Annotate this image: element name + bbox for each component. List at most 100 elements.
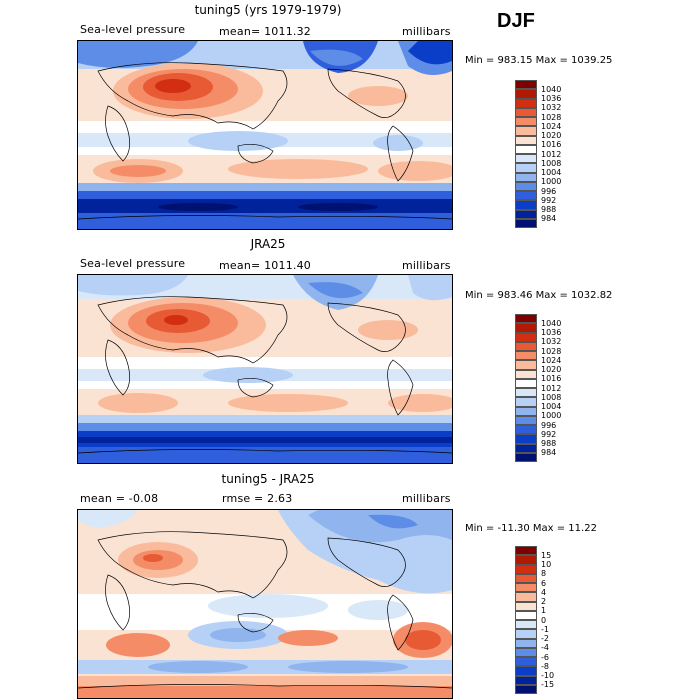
panel2-cb-swatch	[515, 369, 537, 379]
panel3-cb-label: 15	[541, 550, 552, 560]
panel3-cb-label: 2	[541, 597, 547, 606]
panel2-cb-swatch	[515, 332, 537, 342]
panel1-cb-label: 1016	[541, 140, 562, 150]
panel1-map	[77, 40, 453, 230]
panel2-cb-label: 996	[541, 420, 557, 430]
panel1-cb-swatch	[515, 172, 537, 182]
panel3-cb-label: -15	[541, 680, 555, 690]
panel3-cb-label: -8	[541, 661, 549, 671]
panel3-cb-label: 4	[541, 587, 547, 597]
panel2-cb-swatch	[515, 415, 537, 425]
panel3-cb-swatch	[515, 638, 537, 648]
panel2-cb-swatch	[515, 434, 537, 444]
panel1-cb-swatch	[515, 181, 537, 191]
panel2-cb-swatch	[515, 443, 537, 453]
panel3-cb-label: 10	[541, 560, 552, 569]
panel2-minmax: Min = 983.46 Max = 1032.82	[465, 290, 613, 301]
panel2-cb-swatch	[515, 397, 537, 407]
panel3-cb-label: 1	[541, 606, 547, 616]
panel1-cb-label: 1032	[541, 103, 562, 113]
panel1-cb-swatch	[515, 126, 537, 136]
panel3-minmax: Min = -11.30 Max = 11.22	[465, 523, 597, 534]
panel2-units-label: millibars	[402, 259, 451, 272]
panel1-cb-label: 1040	[541, 84, 562, 94]
panel2-cb-label: 1028	[541, 346, 562, 356]
panel1-cb-swatch	[515, 163, 537, 173]
panel2-cb-label: 1036	[541, 328, 562, 337]
panel2-mean-label: mean= 1011.40	[219, 259, 311, 272]
panel3-cb-swatch	[515, 573, 537, 583]
panel2-cb-swatch	[515, 314, 537, 324]
season-label: DJF	[497, 10, 535, 32]
panel3-cb-swatch	[515, 675, 537, 685]
panel1-cb-swatch	[515, 80, 537, 90]
panel3-title: tuning5 - JRA25	[221, 472, 315, 486]
panel1-cb-label: 984	[541, 214, 557, 224]
panel3-cb-swatch	[515, 592, 537, 602]
panel2-cb-swatch	[515, 378, 537, 388]
panel2-cb-swatch	[515, 425, 537, 435]
panel1-cb-swatch	[515, 98, 537, 108]
panel3-mean-label: mean = -0.08	[80, 492, 159, 505]
panel2-map	[77, 274, 453, 464]
panel3-cb-label: -10	[541, 671, 555, 680]
panel3-cb-label: 0	[541, 615, 547, 625]
panel2-cb-label: 988	[541, 439, 557, 448]
panel3-cb-swatch	[515, 555, 537, 565]
panel3-map	[77, 509, 453, 699]
panel3-cb-swatch	[515, 601, 537, 611]
panel3-cb-label: 6	[541, 578, 547, 588]
panel2-cb-label: 1020	[541, 365, 562, 374]
panel3-cb-swatch	[515, 583, 537, 593]
panel3-cb-swatch	[515, 610, 537, 620]
panel3-cb-swatch	[515, 629, 537, 639]
panel1-cb-label: 1028	[541, 112, 562, 122]
panel3-cb-label: -2	[541, 634, 549, 643]
panel1-cb-label: 988	[541, 205, 557, 214]
panel2-cb-label: 1008	[541, 392, 562, 402]
panel2-cb-swatch	[515, 388, 537, 398]
panel2-cb-swatch	[515, 341, 537, 351]
panel3-cb-swatch	[515, 647, 537, 657]
panel2-cb-label: 1040	[541, 318, 562, 328]
panel2-cb-swatch	[515, 323, 537, 333]
panel1-cb-label: 1000	[541, 177, 562, 187]
panel2-cb-swatch	[515, 360, 537, 370]
panel2-cb-label: 992	[541, 429, 557, 439]
panel1-cb-label: 1012	[541, 149, 562, 159]
panel3-cb-swatch	[515, 666, 537, 676]
panel3-colorbar: 15 10 8 6 4 2 1 0 -1 -2 -4 -6 -8 -10 -15	[515, 546, 575, 694]
panel3-cb-swatch	[515, 620, 537, 630]
panel1-cb-swatch	[515, 117, 537, 127]
panel2-cb-label: 1004	[541, 402, 562, 411]
panel3-cb-swatch	[515, 684, 537, 694]
panel1-cb-swatch	[515, 200, 537, 210]
panel3-cb-label: -1	[541, 624, 549, 634]
panel1-cb-label: 1020	[541, 131, 562, 140]
panel3-units-label: millibars	[402, 492, 451, 505]
panel1-cb-swatch	[515, 89, 537, 99]
panel1-cb-label: 992	[541, 195, 557, 205]
panel3-cb-swatch	[515, 564, 537, 574]
panel1-minmax: Min = 983.15 Max = 1039.25	[465, 55, 613, 66]
panel1-variable-label: Sea-level pressure	[80, 23, 186, 36]
panel2-cb-label: 1012	[541, 383, 562, 393]
panel1-cb-label: 1024	[541, 121, 562, 131]
panel2-title: JRA25	[250, 237, 286, 251]
panel2-cb-label: 1024	[541, 355, 562, 365]
panel2-cb-label: 1032	[541, 337, 562, 347]
panel2-cb-label: 1000	[541, 411, 562, 421]
panel1-cb-swatch	[515, 107, 537, 117]
panel2-cb-label: 984	[541, 448, 557, 458]
panel1-mean-label: mean= 1011.32	[219, 25, 311, 38]
panel1-cb-swatch	[515, 154, 537, 164]
panel1-cb-label: 1008	[541, 158, 562, 168]
panel3-cb-label: -4	[541, 643, 549, 653]
panel3-cb-label: -6	[541, 652, 549, 662]
panel2-cb-swatch	[515, 452, 537, 462]
panel2-variable-label: Sea-level pressure	[80, 257, 186, 270]
panel2-colorbar: 1040 1036 1032 1028 1024 1020 1016 1012 …	[515, 314, 575, 462]
panel2-cb-swatch	[515, 351, 537, 361]
panel1-cb-swatch	[515, 135, 537, 145]
panel3-cb-label: 8	[541, 569, 547, 579]
